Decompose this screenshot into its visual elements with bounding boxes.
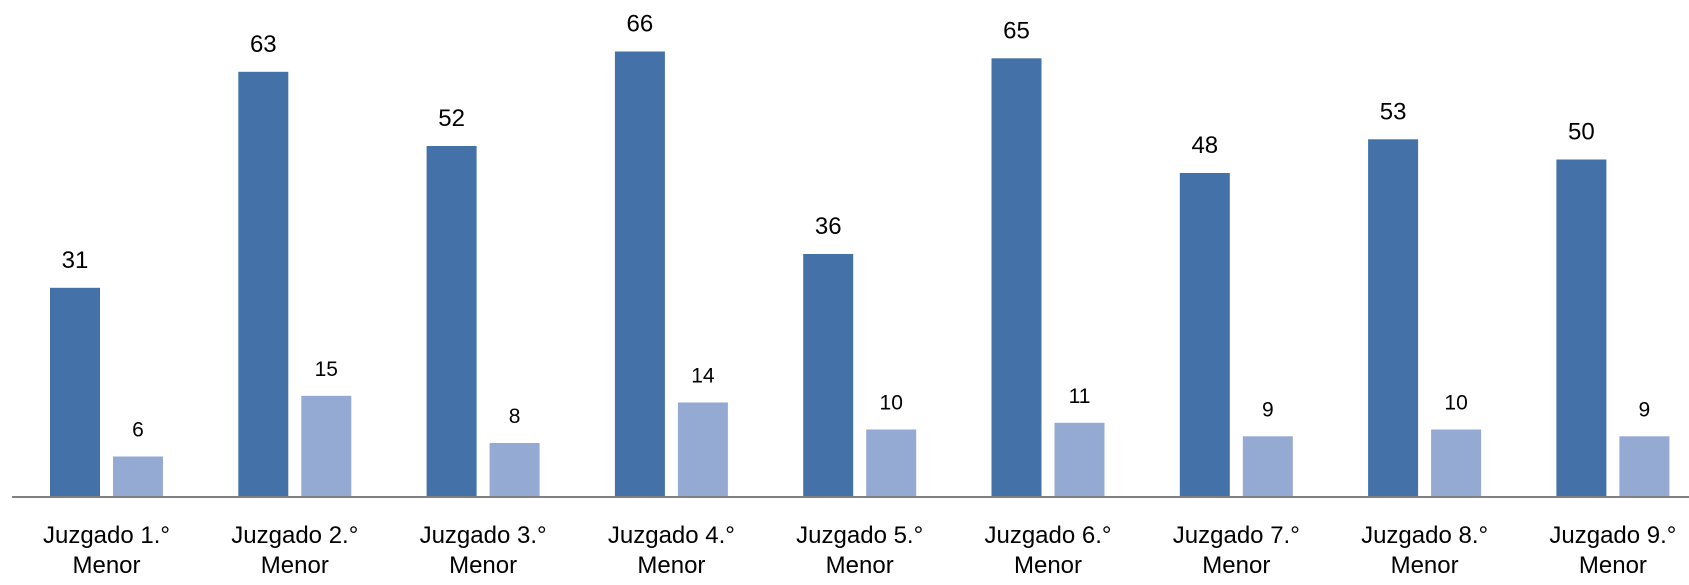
bar-series-2-category-1 [113,456,163,497]
category-label-2: Juzgado 2.° Menor [231,522,358,579]
category-label-8: Juzgado 8.° Menor [1361,522,1488,579]
value-label-series-1-category-5: 36 [815,213,842,240]
category-label-7-line-1: Juzgado 7.° [1173,522,1300,549]
bar-series-1-category-8 [1368,139,1419,498]
bar-series-2-category-6 [1054,422,1105,498]
bar-series-1-category-3 [426,146,477,497]
bar-series-2-category-2 [301,395,352,498]
category-label-7: Juzgado 7.° Menor [1173,522,1300,579]
category-label-1: Juzgado 1.° Menor [43,522,170,579]
bar-series-2-category-3 [489,443,540,497]
bar-series-1-category-9 [1556,159,1607,497]
bar-series-2-category-9 [1619,436,1670,498]
value-label-series-1-category-3: 52 [438,105,465,132]
bar-series-1-category-7 [1179,173,1230,497]
value-label-series-2-category-4: 14 [691,365,715,388]
category-label-4: Juzgado 4.° Menor [608,522,735,579]
value-label-series-1-category-7: 48 [1191,132,1218,159]
category-label-3: Juzgado 3.° Menor [420,522,547,579]
value-label-series-2-category-6: 11 [1069,385,1091,408]
value-label-series-2-category-3: 8 [509,405,521,428]
category-label-6: Juzgado 6.° Menor [984,522,1111,579]
category-label-1-line-1: Juzgado 1.° [43,522,170,549]
value-label-series-1-category-4: 66 [627,11,654,38]
category-label-6-line-1: Juzgado 6.° [984,522,1111,549]
category-label-8-line-2: Menor [1391,552,1459,579]
category-label-4-line-2: Menor [637,552,705,579]
bar-series-1-category-5 [803,254,854,497]
category-label-3-line-2: Menor [449,552,517,579]
category-label-2-line-2: Menor [261,552,329,579]
value-label-series-2-category-5: 10 [880,392,903,415]
category-label-8-line-1: Juzgado 8.° [1361,522,1488,549]
value-label-series-2-category-9: 9 [1639,398,1651,421]
value-labels-layer: 31 6 63 15 52 8 66 14 36 10 65 11 48 9 53 10 50 9 [62,11,1651,442]
category-label-4-line-1: Juzgado 4.° [608,522,735,549]
value-label-series-1-category-9: 50 [1568,119,1595,146]
bar-series-1-category-2 [238,71,289,498]
value-label-series-1-category-8: 53 [1380,98,1407,125]
bars-layer [50,51,1670,498]
bar-series-2-category-4 [677,402,728,497]
category-label-2-line-1: Juzgado 2.° [231,522,358,549]
category-label-9-line-2: Menor [1579,552,1647,579]
category-label-3-line-1: Juzgado 3.° [420,522,547,549]
value-label-series-2-category-2: 15 [315,358,338,381]
category-label-9: Juzgado 9.° Menor [1549,522,1676,579]
category-label-9-line-1: Juzgado 9.° [1549,522,1676,549]
bar-series-2-category-7 [1242,436,1293,498]
value-label-series-2-category-1: 6 [132,419,144,442]
bar-series-2-category-8 [1431,429,1482,497]
bar-series-1-category-6 [991,58,1042,498]
category-label-5: Juzgado 5.° Menor [796,522,923,579]
category-label-1-line-2: Menor [72,552,140,579]
value-label-series-1-category-6: 65 [1003,17,1030,44]
value-label-series-2-category-7: 9 [1262,398,1274,421]
value-label-series-1-category-2: 63 [250,31,277,58]
category-label-5-line-1: Juzgado 5.° [796,522,923,549]
value-label-series-1-category-1: 31 [62,247,89,274]
category-label-7-line-2: Menor [1202,552,1270,579]
bar-series-1-category-4 [614,51,665,497]
bar-series-2-category-5 [866,429,917,497]
category-label-6-line-2: Menor [1014,552,1082,579]
category-label-5-line-2: Menor [826,552,894,579]
value-label-series-2-category-8: 10 [1444,392,1467,415]
bar-series-1-category-1 [50,287,100,498]
